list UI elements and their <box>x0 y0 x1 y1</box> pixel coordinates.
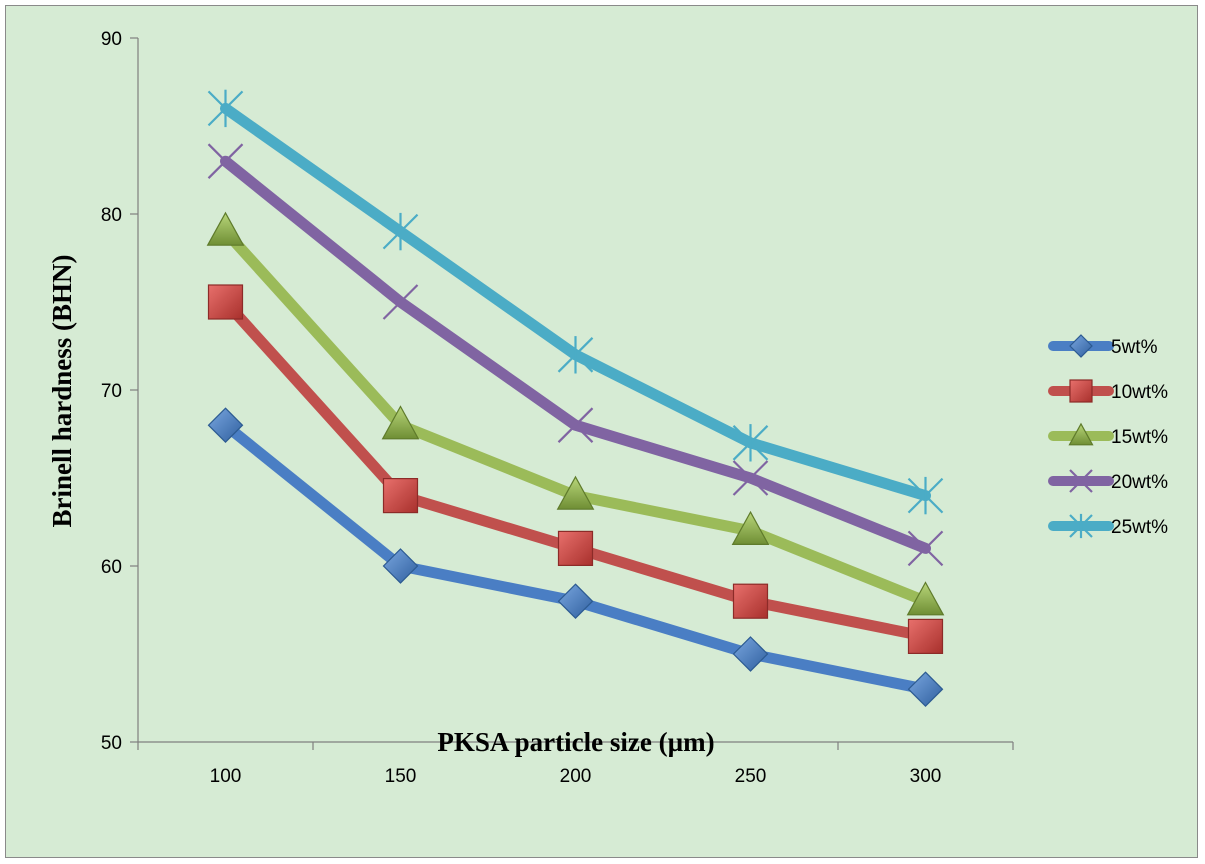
data-point <box>557 583 594 620</box>
data-point <box>907 476 944 515</box>
data-point <box>907 671 944 708</box>
data-point <box>381 405 420 440</box>
data-point <box>732 583 769 619</box>
legend-marker <box>1069 334 1093 358</box>
legend-marker <box>1069 513 1093 539</box>
legend-item: 5wt% <box>1048 334 1158 358</box>
data-point <box>731 510 770 546</box>
legend-item: 15wt% <box>1048 422 1168 448</box>
data-point <box>207 407 244 444</box>
y-tick-label: 90 <box>101 29 122 50</box>
y-tick-label: 50 <box>101 733 122 754</box>
data-point <box>732 636 769 672</box>
data-point <box>907 618 944 655</box>
data-point <box>382 284 419 320</box>
y-tick-label: 70 <box>101 381 122 402</box>
data-point <box>207 143 244 179</box>
y-tick-label: 80 <box>101 205 122 226</box>
y-axis-title: Brinell hardness (BHN) <box>47 254 77 527</box>
legend: 5wt% 10wt% 15wt% 20wt% 25wt% <box>1048 334 1168 539</box>
x-tick-label: 250 <box>735 766 767 787</box>
legend-label: 10wt% <box>1111 382 1168 403</box>
x-tick-label: 300 <box>910 766 942 787</box>
legend-label: 5wt% <box>1111 337 1158 358</box>
data-point <box>557 336 594 374</box>
axes: 50 60 70 80 90 100 150 200 250 300 <box>101 29 1014 787</box>
legend-label: 20wt% <box>1111 472 1168 493</box>
axis-titles: PKSA particle size (µm) Brinell hardness… <box>47 254 715 757</box>
legend-item: 20wt% <box>1048 469 1168 493</box>
data-point <box>907 530 944 567</box>
x-axis-title: PKSA particle size (µm) <box>437 727 714 757</box>
data-point <box>207 89 244 128</box>
x-tick-label: 200 <box>560 766 592 787</box>
x-tick-label: 150 <box>385 766 417 787</box>
legend-marker <box>1068 422 1094 446</box>
series-markers <box>206 89 945 708</box>
legend-item: 25wt% <box>1048 513 1168 539</box>
data-point <box>906 581 945 616</box>
data-point <box>557 530 594 567</box>
data-point <box>732 424 769 462</box>
y-tick-label: 60 <box>101 557 122 578</box>
legend-marker <box>1069 469 1093 493</box>
series-line-25wt% <box>220 102 931 502</box>
x-tick-label: 100 <box>210 766 242 787</box>
legend-marker <box>1069 379 1093 403</box>
data-point <box>382 478 419 514</box>
legend-label: 15wt% <box>1111 427 1168 448</box>
data-point <box>556 475 595 510</box>
data-point <box>382 212 419 251</box>
legend-item: 10wt% <box>1048 379 1168 403</box>
data-point <box>206 211 245 246</box>
data-point <box>207 284 244 320</box>
legend-label: 25wt% <box>1111 517 1168 538</box>
data-point <box>557 407 594 443</box>
data-point <box>382 548 419 584</box>
data-point <box>732 460 769 496</box>
